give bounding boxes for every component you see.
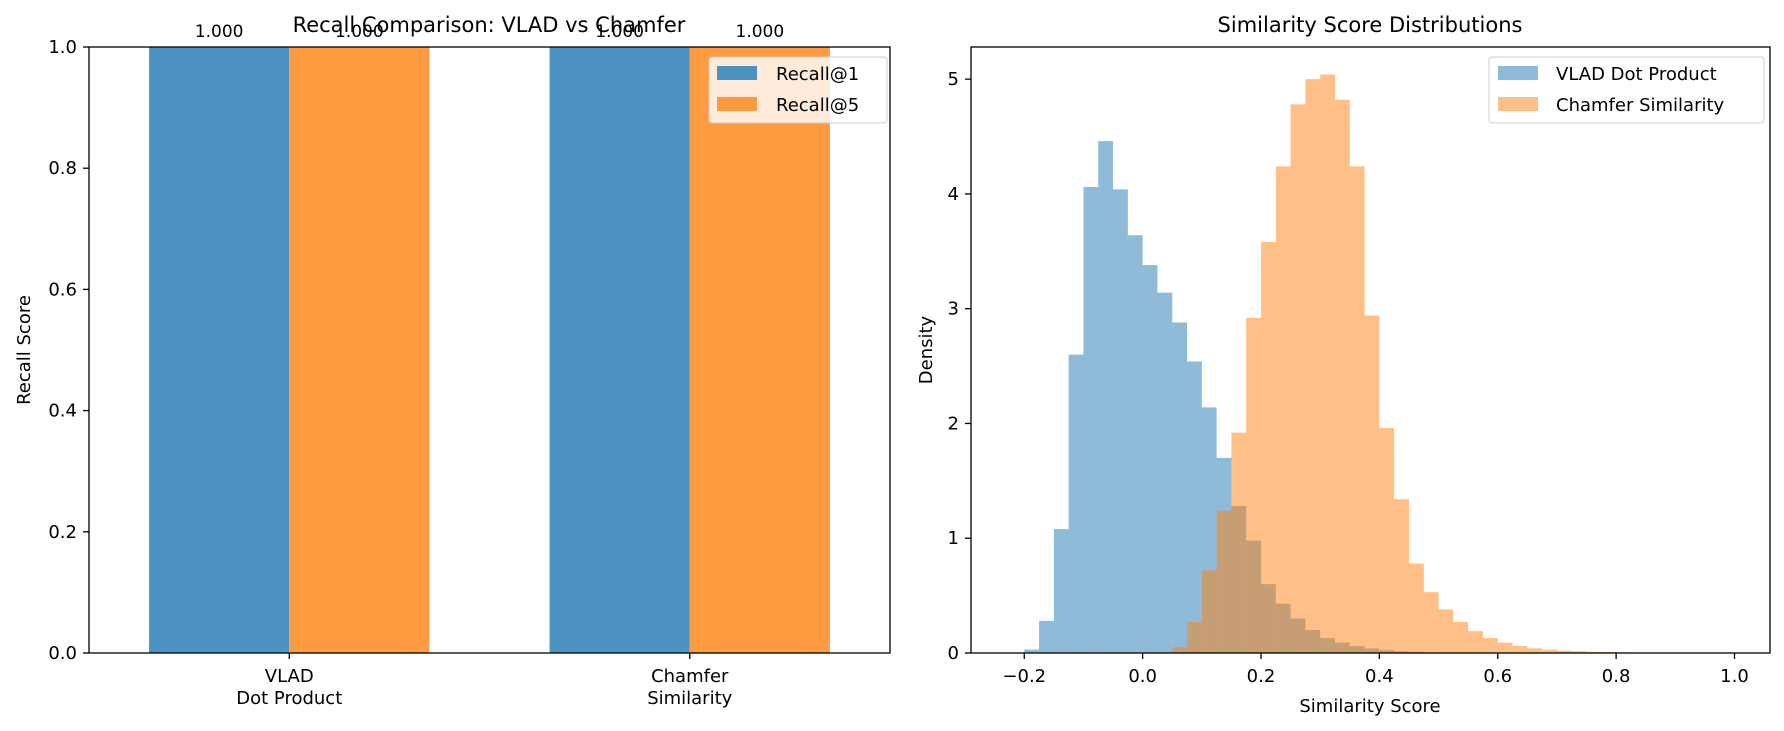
y-tick-label: 5 (948, 69, 959, 90)
hist-bin (1261, 242, 1276, 653)
hist-bin (1113, 189, 1128, 653)
hist-bin (1127, 235, 1143, 653)
data-label: 1.000 (595, 22, 644, 42)
hist-bin (1068, 354, 1084, 653)
hist-bin (1172, 647, 1188, 653)
chart-title: Recall Comparison: VLAD vs Chamfer (293, 13, 686, 37)
y-tick-label: 0.8 (48, 158, 77, 179)
hist-bin (1571, 651, 1587, 653)
x-tick-label: 0.0 (1128, 666, 1157, 687)
hist-bin (1187, 361, 1202, 653)
x-tick-label: 0.4 (1365, 666, 1394, 687)
data-label: 1.000 (195, 22, 244, 42)
hist-bin (1053, 529, 1069, 653)
y-tick-label: 1.0 (48, 37, 77, 58)
x-tick-label: 1.0 (1720, 666, 1749, 687)
y-tick-label: 0.6 (48, 279, 77, 300)
legend: Recall@1 Recall@5 (708, 56, 888, 124)
y-tick-label: 0.0 (48, 643, 77, 664)
chart-title: Similarity Score Distributions (1218, 13, 1523, 37)
hist-bin (1482, 638, 1498, 653)
legend: VLAD Dot Product Chamfer Similarity (1488, 56, 1765, 124)
hist-bin (1453, 622, 1469, 653)
hist-bin (1172, 322, 1188, 653)
hist-bin (1187, 622, 1202, 653)
hist-bin (1231, 432, 1247, 653)
x-tick-label: 0.8 (1602, 666, 1631, 687)
legend-label-recall-5: Recall@5 (776, 95, 859, 116)
hist-bin (1408, 563, 1424, 653)
legend-label-chamfer: Chamfer Similarity (1556, 95, 1725, 116)
legend-swatch-recall-1 (717, 66, 757, 80)
data-label: 1.000 (335, 22, 384, 42)
legend-swatch-chamfer (1498, 97, 1538, 111)
data-label: 1.000 (736, 22, 785, 42)
hist-bin (1142, 265, 1158, 653)
x-tick-label: VLAD Dot Product (236, 666, 342, 709)
hist-bin (1512, 646, 1528, 653)
legend-label-vlad: VLAD Dot Product (1556, 64, 1717, 85)
data-labels-group: 1.000 1.000 1.000 1.000 (195, 22, 784, 42)
hist-bin (1349, 166, 1365, 653)
y-tick-label: 1 (948, 528, 959, 549)
legend-box (1488, 56, 1765, 124)
bar-recall-5-0 (289, 47, 430, 653)
hist-bin (1438, 609, 1454, 653)
hist-bin (1098, 141, 1114, 653)
x-axis-label: Similarity Score (1299, 696, 1440, 717)
similarity-histogram: 0 1 2 3 4 5 −0.2 0.0 0.2 0.4 0.6 0.8 1.0 Similarity… (916, 13, 1771, 717)
y-tick-label: 0 (948, 643, 959, 664)
hist-bin (1305, 79, 1321, 654)
hist-bin (1334, 99, 1350, 653)
bar-recall-1-1 (549, 47, 690, 653)
bar-recall-5-1 (689, 47, 830, 653)
legend-swatch-vlad (1498, 66, 1538, 80)
x-ticks-group: −0.2 0.0 0.2 0.4 0.6 0.8 1.0 (1002, 653, 1749, 687)
plot-frame (88, 46, 891, 654)
y-tick-label: 0.2 (48, 522, 77, 543)
hist-bin (1246, 317, 1262, 653)
hist-bin (1275, 166, 1291, 653)
x-tick-label: 0.6 (1483, 666, 1512, 687)
hist-bin (1527, 648, 1543, 653)
x-tick-label: −0.2 (1002, 666, 1046, 687)
hist-bin (1497, 642, 1513, 653)
hist-bin (1290, 104, 1306, 654)
hist-bin (1542, 649, 1557, 653)
hist-bin (1320, 74, 1335, 653)
x-tick-label: 0.2 (1247, 666, 1276, 687)
hist-bin (1083, 187, 1099, 654)
hist-bin (1423, 592, 1439, 653)
hist-bin (1394, 499, 1409, 653)
hist-bin (1039, 620, 1054, 653)
y-tick-label: 4 (948, 184, 959, 205)
y-ticks-group: 0 1 2 3 4 5 (948, 69, 971, 664)
x-tick-label: Chamfer Similarity (647, 666, 732, 709)
hist-bin (1216, 510, 1232, 653)
y-axis-label: Density (916, 315, 937, 384)
x-ticks-group: VLAD Dot Product Chamfer Similarity (236, 653, 733, 709)
y-tick-label: 0.4 (48, 401, 77, 422)
y-tick-label: 2 (948, 413, 959, 434)
histogram-bars-group (1024, 74, 1735, 654)
bars-group (149, 47, 830, 653)
legend-swatch-recall-5 (717, 97, 757, 111)
hist-bin (1024, 649, 1040, 653)
hist-bin (1468, 631, 1483, 653)
y-tick-label: 3 (948, 299, 959, 320)
hist-bin (1201, 570, 1217, 653)
bar-recall-1-0 (149, 47, 290, 653)
plot-frame (970, 46, 1771, 654)
hist-bin (1157, 292, 1173, 653)
y-axis-label: Recall Score (14, 295, 35, 405)
hist-bin (1379, 428, 1395, 653)
y-ticks-group: 0.0 0.2 0.4 0.6 0.8 1.0 (48, 37, 89, 664)
hist-bin (1364, 315, 1380, 653)
series-chamfer-similarity (1172, 74, 1735, 654)
legend-label-recall-1: Recall@1 (776, 64, 859, 85)
hist-bin (1556, 650, 1572, 653)
